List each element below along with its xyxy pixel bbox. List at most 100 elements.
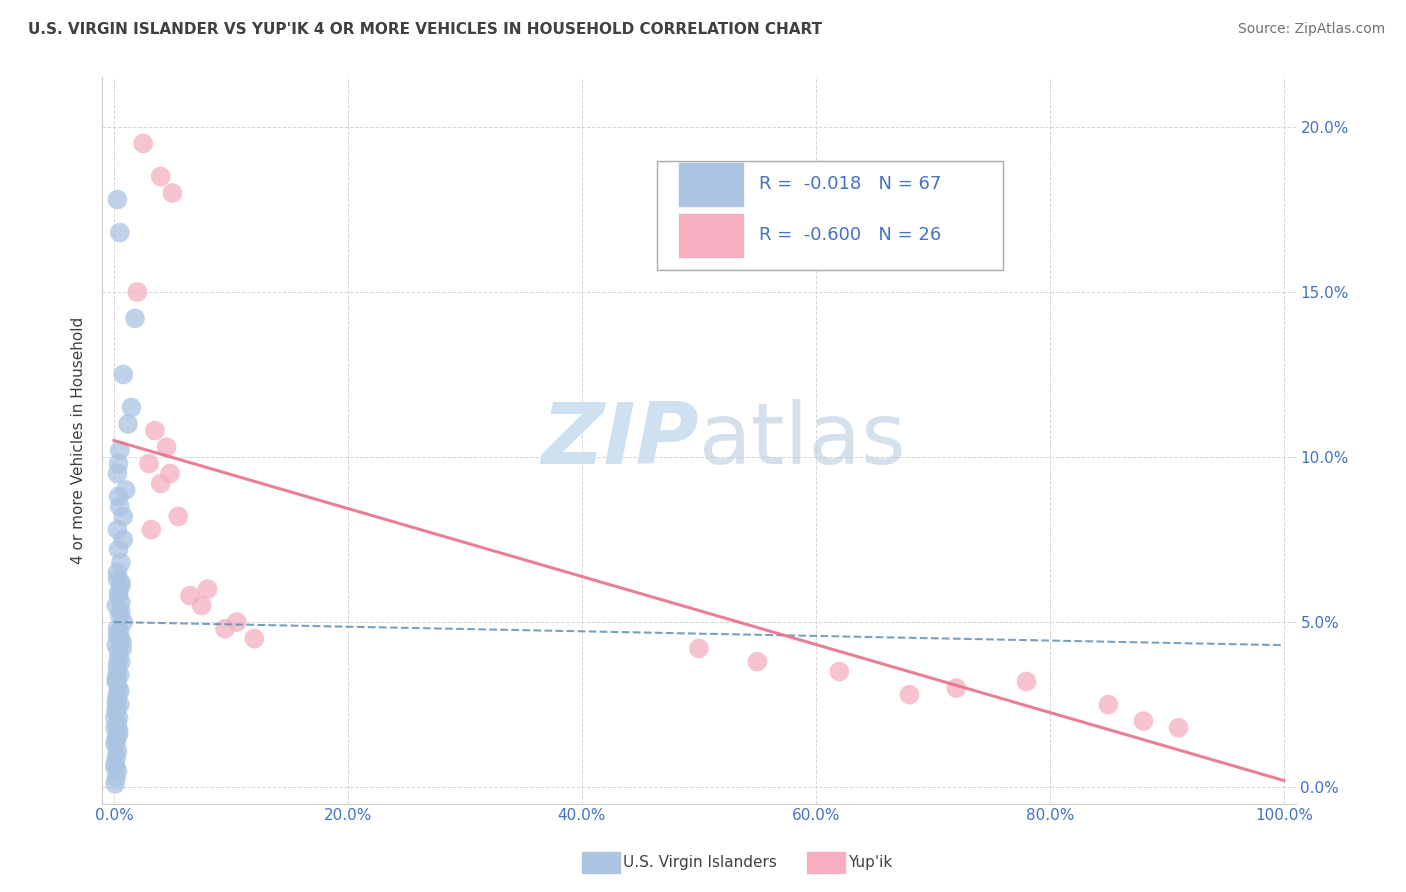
Point	[108, 500, 131, 514]
Point	[110, 579, 132, 593]
Point	[107, 724, 129, 739]
Point	[110, 655, 132, 669]
Point	[104, 737, 127, 751]
Point	[108, 608, 131, 623]
FancyBboxPatch shape	[679, 214, 742, 257]
Point	[107, 585, 129, 599]
Point	[1167, 721, 1189, 735]
Point	[108, 684, 131, 698]
Text: R =  -0.600   N = 26: R = -0.600 N = 26	[759, 226, 941, 244]
Point	[107, 193, 129, 207]
Point	[107, 490, 129, 504]
Point	[1097, 698, 1119, 712]
Point	[141, 523, 163, 537]
Point	[112, 615, 135, 629]
Point	[1132, 714, 1154, 728]
Point	[108, 226, 131, 240]
Point	[104, 757, 127, 772]
Point	[111, 635, 134, 649]
Point	[149, 476, 172, 491]
Point	[243, 632, 266, 646]
Point	[121, 401, 143, 415]
Point	[107, 467, 129, 481]
Point	[828, 665, 851, 679]
Text: R =  -0.018   N = 67: R = -0.018 N = 67	[759, 175, 941, 194]
Point	[110, 556, 132, 570]
Point	[117, 417, 139, 431]
Point	[197, 582, 219, 596]
Point	[149, 169, 172, 184]
Point	[132, 136, 155, 151]
Point	[127, 285, 149, 299]
Point	[107, 457, 129, 471]
Point	[108, 443, 131, 458]
Point	[112, 509, 135, 524]
Point	[107, 665, 129, 679]
Point	[111, 641, 134, 656]
Text: ZIP: ZIP	[541, 399, 699, 482]
Point	[107, 523, 129, 537]
Point	[225, 615, 247, 629]
Point	[107, 764, 129, 778]
Point	[105, 674, 128, 689]
Point	[107, 572, 129, 586]
Point	[105, 638, 128, 652]
Point	[1015, 674, 1038, 689]
Point	[107, 645, 129, 659]
Point	[107, 681, 129, 695]
Point	[110, 605, 132, 619]
Point	[104, 777, 127, 791]
Point	[105, 599, 128, 613]
Point	[107, 691, 129, 706]
Point	[107, 622, 129, 636]
Point	[107, 727, 129, 741]
Point	[162, 186, 184, 200]
Point	[747, 655, 769, 669]
Point	[107, 542, 129, 557]
Point	[104, 721, 127, 735]
Point	[108, 698, 131, 712]
Point	[138, 457, 160, 471]
Point	[143, 424, 166, 438]
Point	[190, 599, 212, 613]
Point	[104, 760, 127, 774]
Point	[214, 622, 236, 636]
Point	[898, 688, 921, 702]
Point	[114, 483, 136, 497]
Point	[107, 717, 129, 731]
Point	[108, 632, 131, 646]
Y-axis label: 4 or more Vehicles in Household: 4 or more Vehicles in Household	[72, 317, 86, 564]
Text: atlas: atlas	[699, 399, 907, 482]
Point	[688, 641, 710, 656]
Text: U.S. Virgin Islanders: U.S. Virgin Islanders	[623, 855, 776, 870]
FancyBboxPatch shape	[657, 161, 1004, 270]
Point	[107, 566, 129, 580]
Point	[110, 575, 132, 590]
Point	[105, 701, 128, 715]
Point	[107, 589, 129, 603]
Point	[945, 681, 967, 695]
Point	[104, 711, 127, 725]
Point	[105, 731, 128, 745]
Point	[108, 624, 131, 639]
Point	[167, 509, 190, 524]
Text: Source: ZipAtlas.com: Source: ZipAtlas.com	[1237, 22, 1385, 37]
Point	[107, 657, 129, 672]
Point	[112, 368, 135, 382]
Text: U.S. VIRGIN ISLANDER VS YUP'IK 4 OR MORE VEHICLES IN HOUSEHOLD CORRELATION CHART: U.S. VIRGIN ISLANDER VS YUP'IK 4 OR MORE…	[28, 22, 823, 37]
Point	[112, 533, 135, 547]
Point	[105, 770, 128, 784]
FancyBboxPatch shape	[679, 163, 742, 206]
Point	[179, 589, 201, 603]
Point	[107, 711, 129, 725]
Point	[107, 688, 129, 702]
Point	[105, 671, 128, 685]
Point	[107, 744, 129, 758]
Point	[108, 668, 131, 682]
Point	[159, 467, 181, 481]
Point	[110, 595, 132, 609]
Point	[155, 440, 177, 454]
Point	[124, 311, 146, 326]
Point	[105, 734, 128, 748]
Point	[105, 750, 128, 764]
